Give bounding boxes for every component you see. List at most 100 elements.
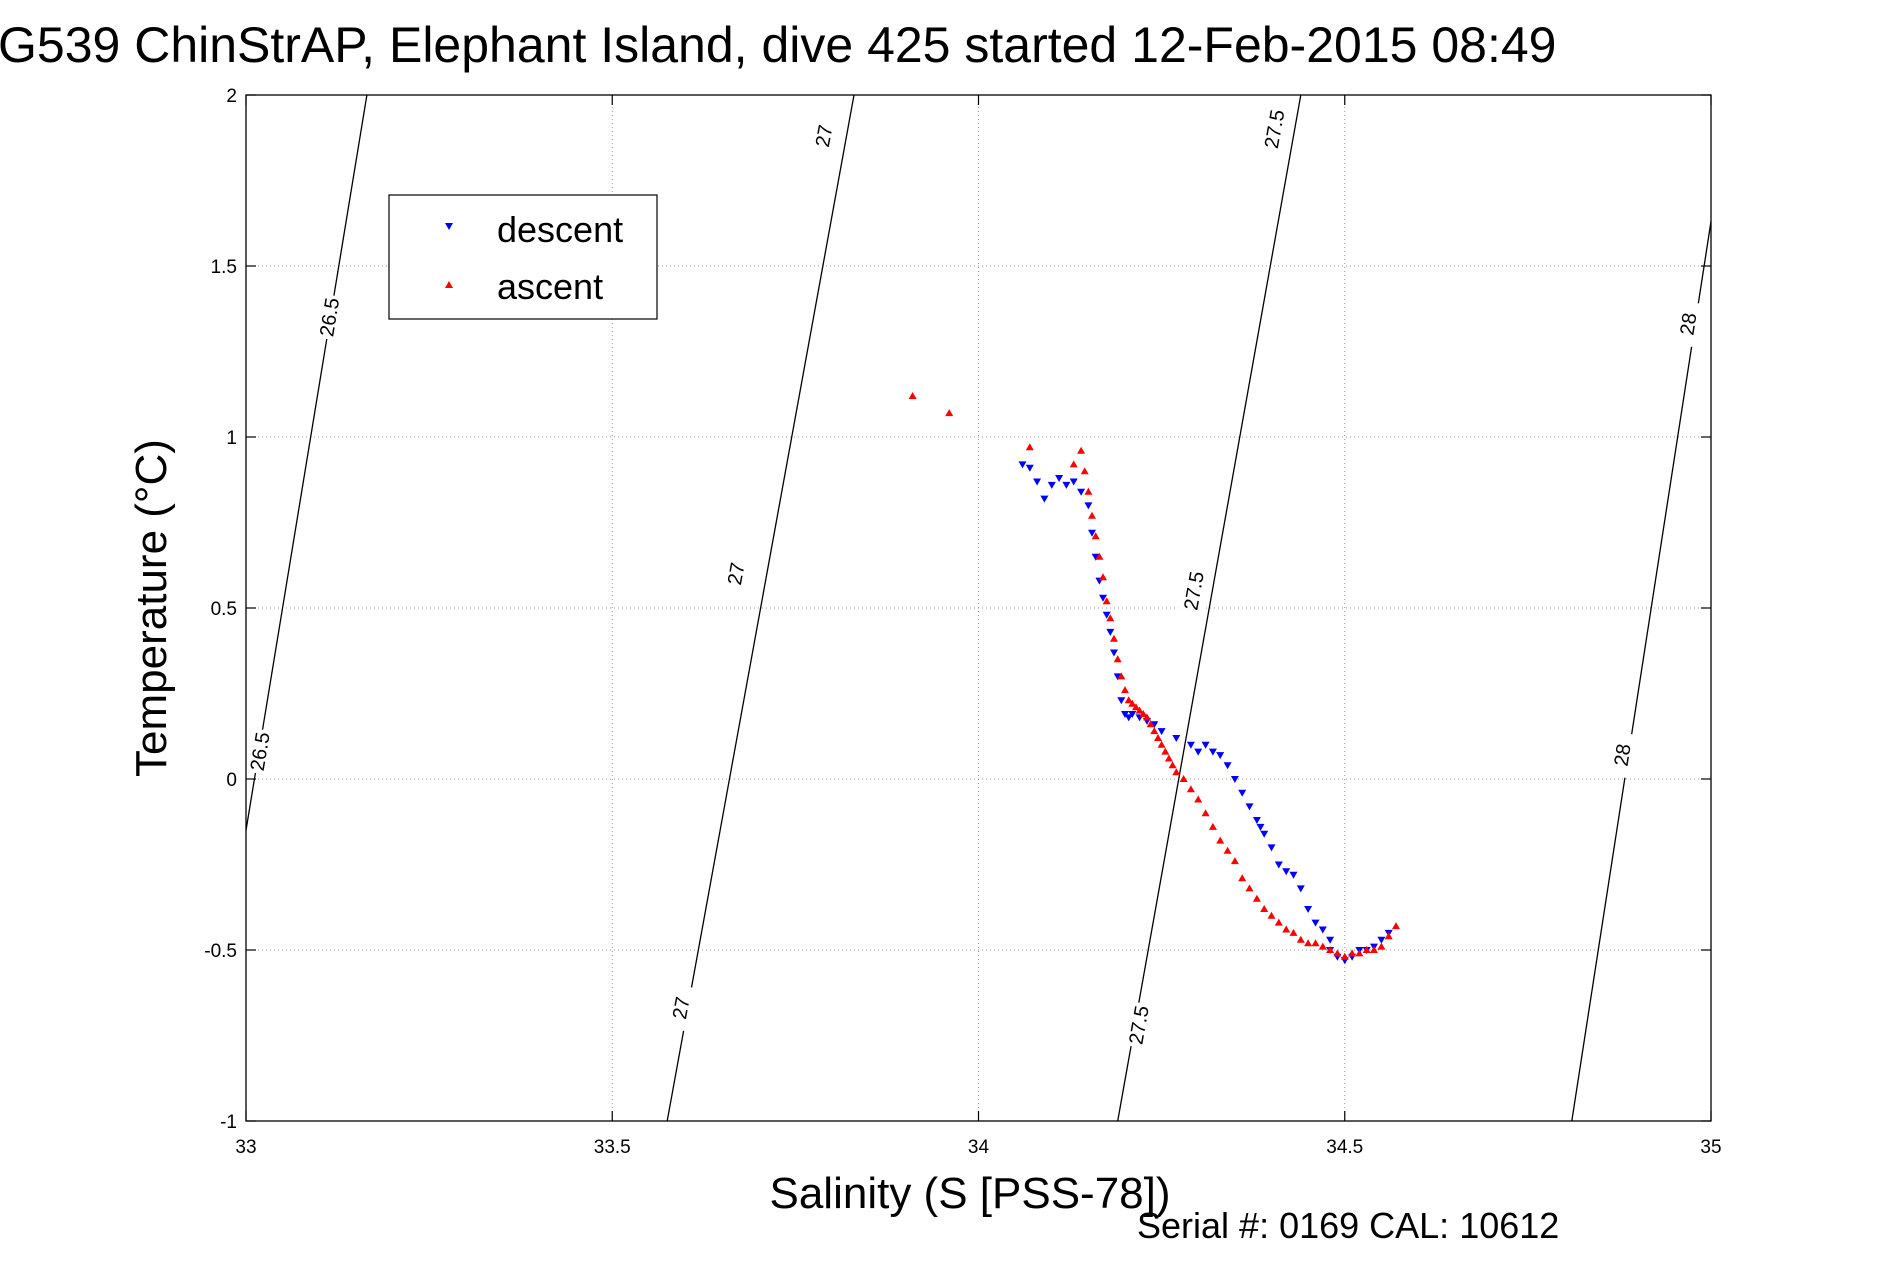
ascent-point	[1095, 552, 1104, 560]
descent-point	[1117, 697, 1126, 705]
y-tick-label: 0.5	[211, 599, 237, 620]
y-tick-label: -0.5	[204, 941, 237, 962]
descent-point	[1282, 868, 1291, 876]
descent-point	[1150, 721, 1159, 729]
ascent-point	[1139, 710, 1148, 717]
descent-point	[1256, 823, 1265, 831]
ascent-point	[1282, 925, 1291, 933]
density-contour-28	[1571, 221, 1712, 1122]
ascent-point	[1091, 532, 1100, 540]
descent-point	[1157, 728, 1166, 736]
ascent-point	[1260, 905, 1269, 912]
ascent-point	[1143, 713, 1151, 721]
contour-label-background	[1122, 1001, 1157, 1050]
ascent-point	[1216, 836, 1225, 844]
legend: descent ascent	[388, 194, 658, 320]
contour-label: 27	[724, 561, 750, 587]
legend-ascent-label: ascent	[497, 266, 603, 307]
descent-point	[1208, 748, 1217, 756]
ascent-point	[1245, 884, 1254, 892]
ascent-point	[1186, 785, 1195, 793]
descent-point	[1033, 478, 1042, 486]
descent-point	[1113, 673, 1122, 681]
ascent-point	[1099, 573, 1107, 581]
x-axis-title: Salinity (S [PSS-78])	[769, 1169, 1170, 1218]
ascent-point	[1106, 614, 1115, 622]
descent-point	[1311, 919, 1320, 927]
descent-point	[1296, 885, 1305, 893]
ascent-point	[1355, 949, 1364, 957]
x-tick-label: 33	[235, 1137, 256, 1158]
descent-point	[1106, 628, 1115, 636]
contour-label-background	[313, 293, 347, 342]
descent-point	[1099, 594, 1107, 602]
ascent-point	[1348, 949, 1357, 957]
ascent-point	[1161, 747, 1170, 755]
descent-point	[1069, 478, 1078, 486]
ascent-point	[1164, 754, 1173, 762]
ascent-point	[1274, 918, 1283, 926]
ascent-point	[1208, 822, 1217, 830]
descent-point	[1326, 936, 1335, 944]
ascent-point	[1150, 727, 1159, 735]
ascent-point	[945, 409, 954, 417]
descent-point	[1084, 502, 1093, 510]
descent-point	[1245, 803, 1254, 811]
descent-point	[1186, 741, 1195, 749]
y-tick-label: 0	[226, 770, 237, 791]
ascent-point	[1135, 706, 1144, 714]
x-tick-label: 34.5	[1326, 1137, 1363, 1158]
ascent-point	[1304, 939, 1313, 947]
ascent-point	[1080, 467, 1089, 475]
ascent-point	[1179, 775, 1188, 782]
contour-label-background	[1258, 105, 1292, 154]
y-tick-label: -1	[220, 1112, 237, 1133]
descent-point	[1260, 830, 1269, 838]
y-axis-title: Temperature (°C)	[127, 439, 176, 777]
ascent-point	[908, 392, 917, 399]
descent-point	[1377, 936, 1386, 944]
ascent-point	[1132, 703, 1140, 711]
descent-point	[1110, 649, 1118, 657]
x-tick-label: 35	[1700, 1137, 1721, 1158]
ascent-point	[1230, 857, 1239, 865]
descent-point	[1230, 776, 1239, 783]
ascent-point	[1088, 511, 1096, 519]
ascent-point	[1077, 446, 1086, 454]
ascent-point	[1326, 946, 1335, 953]
ascent-point	[1154, 734, 1162, 741]
ascent-point	[1124, 696, 1133, 704]
x-tick-label: 33.5	[594, 1137, 631, 1158]
descent-point	[1216, 752, 1225, 760]
contour-label: 28	[1611, 742, 1636, 767]
ascent-point	[1102, 597, 1111, 605]
descent-point	[1128, 711, 1137, 718]
x-tick-label: 34	[968, 1137, 990, 1158]
descent-point	[1102, 611, 1111, 619]
descent-point	[1055, 475, 1064, 482]
ascent-point	[1377, 942, 1386, 950]
descent-point	[1088, 529, 1096, 537]
descent-point	[1194, 748, 1203, 756]
ascent-point	[1194, 795, 1203, 803]
ascent-point	[1128, 699, 1137, 707]
ascent-point	[1289, 928, 1298, 936]
descent-point	[1062, 481, 1071, 489]
chart-title: G539 ChinStrAP, Elephant Island, dive 42…	[0, 17, 1556, 73]
descent-point	[1124, 714, 1133, 722]
ascent-point	[1157, 740, 1166, 748]
descent-point	[1172, 735, 1181, 742]
ascent-point	[1172, 768, 1181, 776]
descent-point	[1289, 871, 1298, 879]
contour-label-background	[807, 112, 842, 160]
descent-point	[1267, 844, 1276, 852]
descent-point	[1025, 464, 1034, 472]
descent-point	[1252, 817, 1261, 824]
ascent-point	[1069, 460, 1078, 468]
descent-point	[1274, 861, 1283, 869]
descent-point	[1238, 789, 1247, 797]
ascent-point	[1252, 894, 1261, 902]
ascent-point	[1238, 874, 1247, 882]
descent-point	[1304, 906, 1313, 913]
